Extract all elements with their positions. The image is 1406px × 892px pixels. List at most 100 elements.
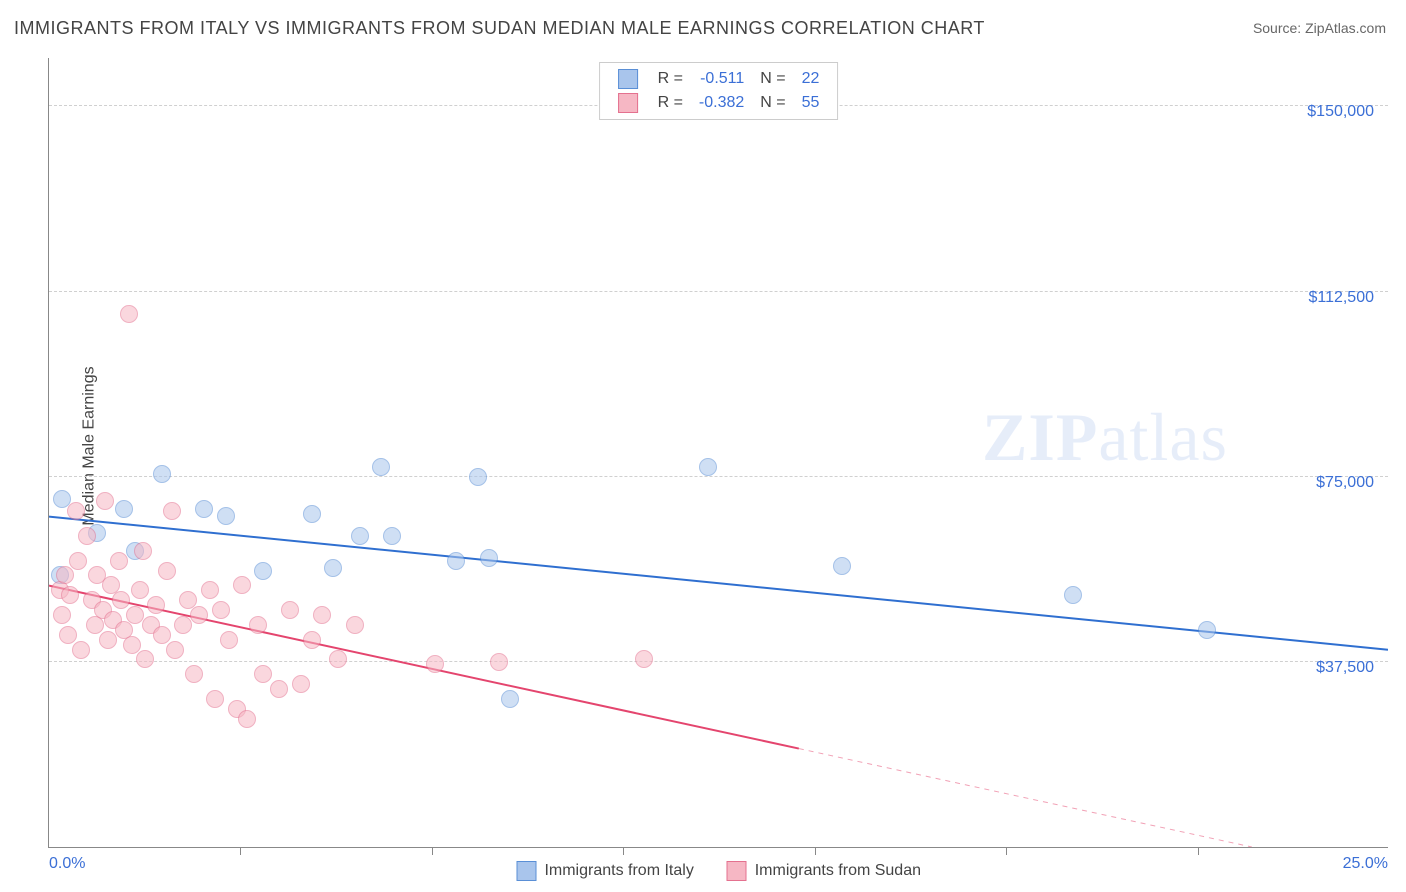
legend-swatch-italy [618,69,638,89]
n-label: N = [752,67,793,91]
data-point-italy [324,559,342,577]
legend-swatch-sudan [618,93,638,113]
data-point-sudan [329,650,347,668]
data-point-italy [699,458,717,476]
data-point-sudan [61,586,79,604]
data-point-sudan [56,566,74,584]
data-point-italy [195,500,213,518]
r-label: R = [650,91,691,115]
x-minor-tick [1198,847,1199,855]
data-point-sudan [112,591,130,609]
data-point-sudan [292,675,310,693]
gridline [49,661,1388,662]
watermark-rest: atlas [1098,399,1228,475]
data-point-italy [833,557,851,575]
data-point-italy [469,468,487,486]
data-point-sudan [185,665,203,683]
legend-item-sudan: Immigrants from Sudan [726,862,921,879]
data-point-sudan [490,653,508,671]
x-minor-tick [432,847,433,855]
data-point-sudan [190,606,208,624]
data-point-sudan [120,305,138,323]
data-point-sudan [313,606,331,624]
data-point-italy [217,507,235,525]
data-point-italy [115,500,133,518]
gridline [49,476,1388,477]
data-point-sudan [147,596,165,614]
chart-plot-area: ZIPatlas R = -0.511 N = 22 R = -0.382 N … [48,58,1388,848]
data-point-italy [480,549,498,567]
data-point-italy [1198,621,1216,639]
data-point-sudan [110,552,128,570]
data-point-italy [372,458,390,476]
watermark-bold: ZIP [982,399,1098,475]
trend-line-dashed-sudan [799,749,1252,847]
data-point-sudan [134,542,152,560]
data-point-italy [501,690,519,708]
gridline [49,291,1388,292]
data-point-italy [447,552,465,570]
data-point-sudan [69,552,87,570]
y-tick-label: $75,000 [1316,474,1374,492]
r-label: R = [650,67,691,91]
data-point-italy [1064,586,1082,604]
data-point-italy [383,527,401,545]
correlation-legend: R = -0.511 N = 22 R = -0.382 N = 55 [599,62,839,120]
data-point-sudan [206,690,224,708]
data-point-sudan [166,641,184,659]
n-value-italy: 22 [794,67,828,91]
data-point-italy [351,527,369,545]
data-point-sudan [53,606,71,624]
data-point-sudan [254,665,272,683]
x-minor-tick [240,847,241,855]
legend-swatch-italy [516,861,536,881]
x-minor-tick [1006,847,1007,855]
data-point-italy [303,505,321,523]
data-point-sudan [238,710,256,728]
data-point-sudan [635,650,653,668]
y-tick-label: $150,000 [1307,103,1374,121]
data-point-sudan [303,631,321,649]
data-point-sudan [270,680,288,698]
n-value-sudan: 55 [794,91,828,115]
legend-label-sudan: Immigrants from Sudan [755,862,921,879]
legend-row-sudan: R = -0.382 N = 55 [610,91,828,115]
data-point-sudan [212,601,230,619]
data-point-sudan [78,527,96,545]
data-point-sudan [158,562,176,580]
x-tick-label: 25.0% [1343,855,1388,873]
x-minor-tick [815,847,816,855]
data-point-italy [153,465,171,483]
data-point-sudan [201,581,219,599]
legend-row-italy: R = -0.511 N = 22 [610,67,828,91]
data-point-sudan [426,655,444,673]
n-label: N = [752,91,793,115]
source-attribution: Source: ZipAtlas.com [1253,20,1386,36]
data-point-sudan [96,492,114,510]
data-point-sudan [233,576,251,594]
data-point-sudan [163,502,181,520]
data-point-sudan [126,606,144,624]
data-point-sudan [174,616,192,634]
watermark: ZIPatlas [982,398,1228,477]
data-point-sudan [59,626,77,644]
x-minor-tick [623,847,624,855]
y-tick-label: $112,500 [1308,289,1374,307]
source-link[interactable]: ZipAtlas.com [1305,20,1386,36]
data-point-sudan [99,631,117,649]
data-point-sudan [136,650,154,668]
data-point-sudan [281,601,299,619]
data-point-sudan [131,581,149,599]
r-value-italy: -0.511 [691,67,752,91]
source-prefix: Source: [1253,20,1305,36]
series-legend: Immigrants from Italy Immigrants from Su… [502,861,935,881]
x-tick-label: 0.0% [49,855,85,873]
legend-label-italy: Immigrants from Italy [544,862,693,879]
data-point-sudan [220,631,238,649]
data-point-sudan [67,502,85,520]
chart-title: IMMIGRANTS FROM ITALY VS IMMIGRANTS FROM… [14,18,985,39]
data-point-sudan [123,636,141,654]
r-value-sudan: -0.382 [691,91,752,115]
y-tick-label: $37,500 [1316,659,1374,677]
trend-lines [49,58,1388,847]
